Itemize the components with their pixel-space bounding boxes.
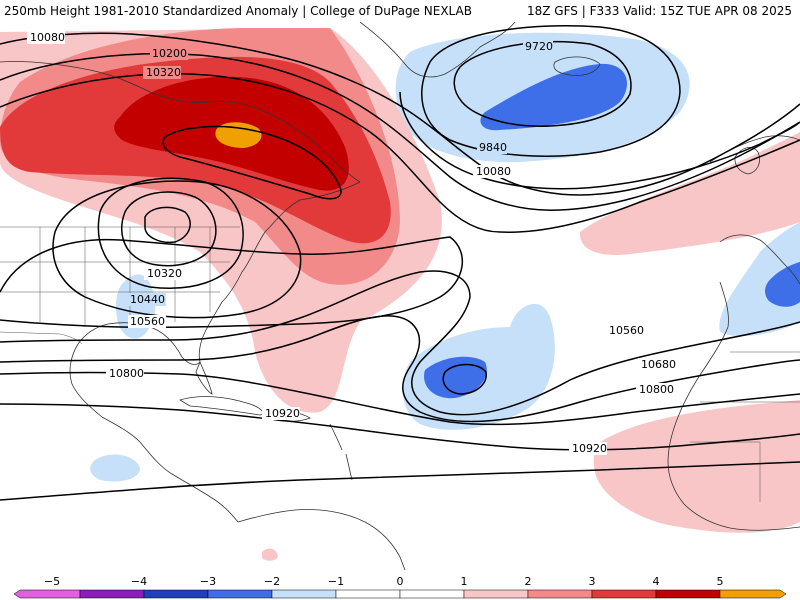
colorbar-swatches: [13, 589, 787, 599]
colorbar-tick-pos4: 4: [653, 575, 660, 588]
colorbar-swatch-pos4: [655, 589, 721, 599]
colorbar-tick-pos1: 1: [461, 575, 468, 588]
contour-label-10320-n: 10320: [146, 66, 181, 79]
colorbar-tick-neg4: −4: [131, 575, 147, 588]
contour-9840: [421, 25, 681, 157]
colorbar-canvas: −5 −4 −3 −2 −1 0 1 2 3 4 5: [13, 575, 787, 599]
anomaly-map: 10080 10200 10320 9720 9840 10080 10320 …: [0, 22, 800, 570]
contour-label-10080-e: 10080: [476, 165, 511, 178]
contour-label-9720: 9720: [525, 40, 553, 53]
coastlines: [0, 22, 800, 570]
contour-label-10920-w: 10920: [265, 407, 300, 420]
anomaly-pos5-quebec: [215, 122, 262, 148]
negative-anomaly-fills: [90, 32, 800, 482]
colorbar-swatch-pos3: [591, 589, 657, 599]
colorbar-swatch-neg4: [79, 589, 145, 599]
contour-label-10080-nw: 10080: [30, 31, 65, 44]
anomaly-neg2-north-atlantic: [480, 63, 628, 131]
contour-10920: [0, 403, 800, 451]
contour-label-10200: 10200: [152, 47, 187, 60]
contour-11040: [0, 461, 800, 501]
coast-south-america: [237, 509, 406, 570]
map-canvas: 10080 10200 10320 9720 9840 10080 10320 …: [0, 22, 800, 570]
model-run-info: 18Z GFS | F333 Valid: 15Z TUE APR 08 202…: [526, 4, 792, 18]
map-header: 250mb Height 1981-2010 Standardized Anom…: [0, 0, 800, 22]
contour-10560: [0, 270, 800, 416]
contour-label-9840: 9840: [479, 141, 507, 154]
positive-anomaly-fills: [0, 28, 800, 561]
coast-central-america: [101, 416, 239, 523]
colorbar-swatch-zero-low: [335, 589, 401, 599]
contour-label-10800-e: 10800: [639, 383, 674, 396]
colorbar-tick-neg2: −2: [264, 575, 280, 588]
height-contours: [0, 25, 800, 501]
coast-florida: [195, 360, 213, 395]
contour-cutoff-low-inner: [144, 206, 191, 244]
map-title: 250mb Height 1981-2010 Standardized Anom…: [4, 4, 472, 18]
contour-label-10560-w: 10560: [130, 315, 165, 328]
contour-10560-low: [442, 363, 487, 395]
contour-label-10680: 10680: [641, 358, 676, 371]
anomaly-pos1-pacific-small: [262, 548, 278, 561]
colorbar-swatch-neg2: [207, 589, 273, 599]
colorbar-tick-zero: 0: [397, 575, 404, 588]
colorbar-swatch-pos2: [527, 589, 593, 599]
contour-10320-s: [52, 180, 302, 319]
contour-quebec-ridge-inner: [162, 125, 342, 200]
colorbar-swatch-neg1: [271, 589, 337, 599]
colorbar-tick-pos5: 5: [717, 575, 724, 588]
contour-label-10920-e: 10920: [572, 442, 607, 455]
coast-canada: [0, 61, 361, 183]
anomaly-neg1-pacific: [90, 454, 140, 482]
contour-10080-e: [399, 91, 800, 190]
coast-iceland: [553, 56, 601, 76]
colorbar-swatch-zero-high: [399, 589, 465, 599]
contour-10320-n: [0, 73, 800, 233]
anomaly-neg2-mid-atlantic: [424, 356, 487, 399]
contour-label-10560-e: 10560: [609, 324, 644, 337]
coast-british-isles: [734, 147, 760, 175]
contour-10080-nw: [0, 32, 800, 196]
colorbar-swatch-neg3: [143, 589, 209, 599]
colorbar-ticks: −5 −4 −3 −2 −1 0 1 2 3 4 5: [44, 575, 724, 588]
contour-label-10440: 10440: [130, 293, 165, 306]
contour-label-10800-w: 10800: [109, 367, 144, 380]
colorbar-swatch-pos1: [463, 589, 529, 599]
contour-10680: [0, 315, 800, 423]
colorbar-tick-pos3: 3: [589, 575, 596, 588]
colorbar-tick-neg3: −3: [200, 575, 216, 588]
border-us-mexico: [0, 331, 83, 345]
colorbar-tick-pos2: 2: [525, 575, 532, 588]
colorbar-swatch-neg5: [13, 589, 81, 599]
coast-greenland: [359, 22, 516, 78]
contour-cutoff-low-mid: [121, 191, 217, 267]
contour-cutoff-low-outer: [97, 177, 244, 289]
colorbar: −5 −4 −3 −2 −1 0 1 2 3 4 5: [0, 570, 800, 600]
anomaly-neg1-iberia: [719, 222, 800, 337]
anomaly-neg2-iberia: [765, 262, 800, 307]
colorbar-tick-neg1: −1: [328, 575, 344, 588]
colorbar-tick-neg5: −5: [44, 575, 60, 588]
contour-label-10320-s: 10320: [147, 267, 182, 280]
contour-labels: 10080 10200 10320 9720 9840 10080 10320 …: [27, 31, 676, 455]
contour-10800: [0, 371, 800, 426]
colorbar-swatch-pos5: [719, 589, 787, 599]
